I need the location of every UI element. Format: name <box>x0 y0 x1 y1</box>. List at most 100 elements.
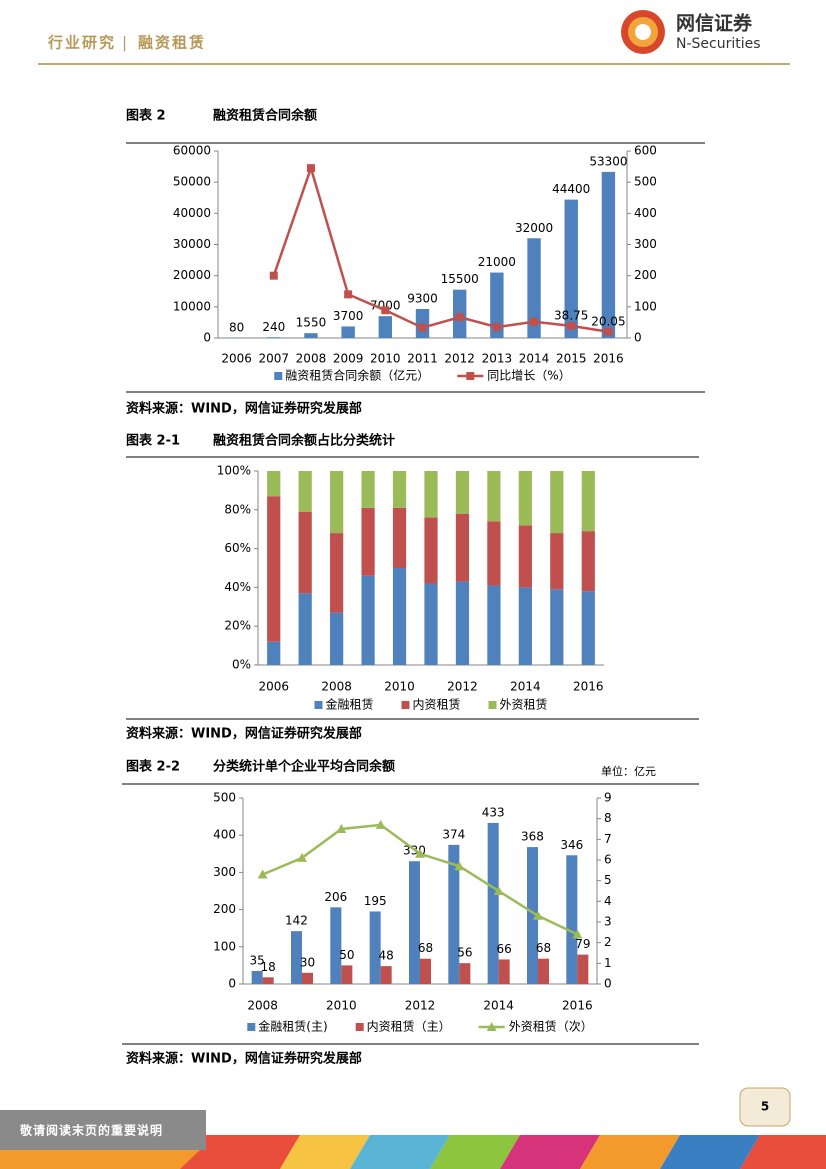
marker <box>533 910 543 920</box>
bar-label: 18 <box>261 960 276 974</box>
x-tick-label: 2014 <box>483 999 514 1013</box>
header-section: 行业研究 <box>47 34 116 52</box>
y2-tick-label: 100 <box>634 299 657 313</box>
bar-label: 35 <box>250 953 265 967</box>
bar-label: 30 <box>300 955 315 969</box>
legend-label: 外资租赁 <box>500 698 548 712</box>
bar-label: 68 <box>536 941 551 955</box>
y2-tick-label: 4 <box>604 894 612 908</box>
y2-tick-label: 2 <box>604 935 612 949</box>
y-tick-label: 100 <box>213 939 236 953</box>
legend-label: 融资租赁合同余额（亿元） <box>285 368 429 383</box>
y-tick-label: 400 <box>213 828 236 842</box>
bar-segment <box>392 471 407 508</box>
bar <box>262 977 274 984</box>
bar <box>487 822 499 984</box>
y-tick-label: 100% <box>217 464 251 478</box>
bar-label: 79 <box>575 937 590 951</box>
bar-label: 44400 <box>552 182 590 196</box>
bar <box>267 337 281 338</box>
point-label: 38.75 <box>554 308 588 322</box>
bar-segment <box>392 507 407 568</box>
x-tick-label: 2011 <box>407 352 438 366</box>
bar-label: 80 <box>229 320 244 334</box>
legend-label: 同比增长（%） <box>487 369 570 383</box>
y-tick-label: 20000 <box>173 268 211 282</box>
marker <box>530 317 539 326</box>
x-tick-label: 2016 <box>593 352 624 366</box>
y2-tick-label: 0 <box>604 977 612 991</box>
footer-band <box>0 1110 206 1150</box>
marker <box>381 306 390 315</box>
y-tick-label: 20% <box>224 619 251 633</box>
bar-label: 3700 <box>333 309 364 323</box>
header-divider: | <box>122 34 129 52</box>
marker <box>257 869 268 879</box>
x-tick-label: 2008 <box>247 999 278 1013</box>
y-tick-label: 40% <box>224 580 251 594</box>
bar <box>577 954 589 984</box>
bar-segment <box>361 575 375 665</box>
bar-label: 68 <box>418 941 433 955</box>
y-tick-label: 50000 <box>173 175 211 189</box>
x-tick-label: 2015 <box>556 352 587 366</box>
x-tick-label: 2010 <box>370 352 401 366</box>
bar-segment <box>424 583 438 665</box>
bar-segment <box>487 521 501 586</box>
figure-title: 融资租赁合同余额 <box>213 108 317 124</box>
y2-tick-label: 1 <box>604 956 612 970</box>
logo-cn: 网信证券 <box>676 12 753 35</box>
x-tick-label: 2014 <box>510 680 541 694</box>
bar <box>408 861 420 984</box>
x-tick-label: 2006 <box>258 680 289 694</box>
marker <box>455 313 464 322</box>
bar-label: 9300 <box>407 292 438 306</box>
y2-tick-label: 7 <box>604 832 612 846</box>
line <box>272 164 609 333</box>
bar <box>564 199 578 338</box>
bar-label: 368 <box>521 830 544 844</box>
bar-segment <box>581 591 595 665</box>
y2-tick-label: 400 <box>634 206 657 220</box>
bar <box>369 911 381 984</box>
bar <box>290 931 302 984</box>
x-tick-label: 2010 <box>326 999 357 1013</box>
figure-source: 资料来源：WIND，网信证券研究发展部 <box>126 726 362 742</box>
marker <box>344 290 353 299</box>
y2-tick-label: 9 <box>604 791 612 805</box>
bar-segment <box>267 496 281 642</box>
legend-swatch <box>247 1023 256 1031</box>
marker <box>297 852 307 862</box>
bar-segment <box>298 471 312 512</box>
bar-label: 206 <box>324 890 347 904</box>
bar <box>526 847 538 984</box>
legend: 金融租赁 内资租赁 外资租赁 <box>314 697 548 712</box>
y-tick-label: 300 <box>213 865 236 879</box>
x-tick-label: 2013 <box>482 352 513 366</box>
bar <box>341 326 355 338</box>
marker <box>415 848 425 858</box>
y-tick-label: 30000 <box>173 237 211 251</box>
bar-segment <box>361 471 375 508</box>
logo <box>621 10 665 54</box>
bar-label: 66 <box>497 942 512 956</box>
y2-tick-label: 600 <box>634 144 657 158</box>
marker <box>572 929 583 939</box>
bar-label: 374 <box>442 827 465 841</box>
y2-tick-label: 8 <box>604 811 612 825</box>
marker <box>493 886 504 895</box>
bar-label: 346 <box>560 838 583 852</box>
bar-segment <box>487 471 501 522</box>
bar <box>459 963 471 984</box>
bar-segment <box>518 471 532 526</box>
bar <box>302 972 314 984</box>
legend-swatch <box>274 372 283 380</box>
marker <box>336 824 347 833</box>
bar <box>251 970 263 984</box>
bar <box>527 238 541 338</box>
bar-segment <box>392 568 407 665</box>
legend-swatch <box>488 701 497 709</box>
y-tick-label: 40000 <box>173 206 211 220</box>
x-tick-label: 2014 <box>519 352 550 366</box>
